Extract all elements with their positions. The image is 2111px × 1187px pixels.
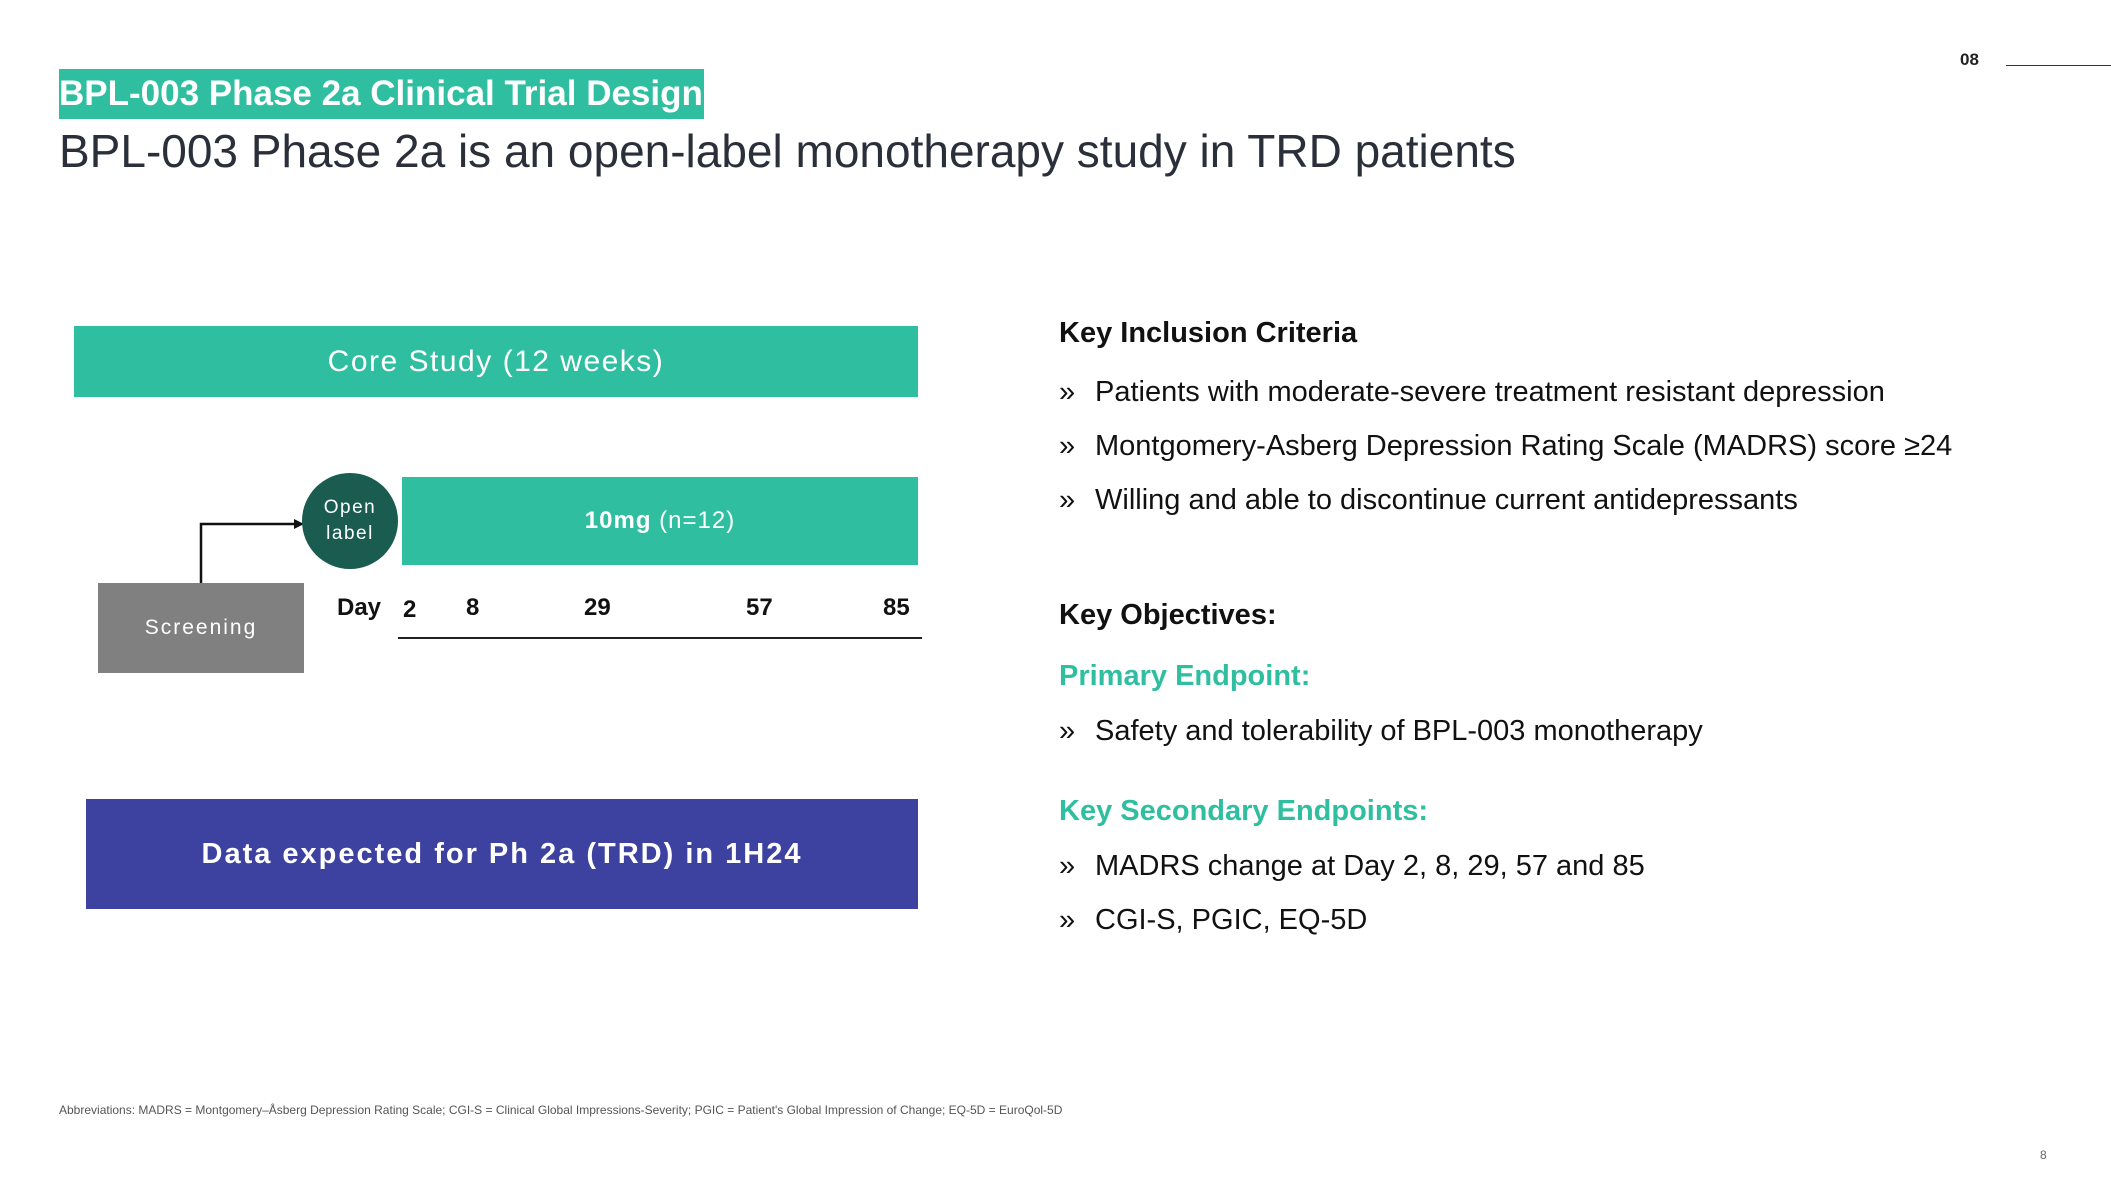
inclusion-item: » Willing and able to discontinue current… xyxy=(1059,484,1798,516)
inclusion-item: » Montgomery-Asberg Depression Rating Sca… xyxy=(1059,430,1953,462)
day-tick: 29 xyxy=(584,594,611,621)
data-expected-bar: Data expected for Ph 2a (TRD) in 1H24 xyxy=(86,799,918,909)
inclusion-heading: Key Inclusion Criteria xyxy=(1059,317,1358,349)
bullet-glyph: » xyxy=(1059,376,1076,408)
dose-arm-bar: 10mg (n=12) xyxy=(402,477,918,565)
bullet-glyph: » xyxy=(1059,850,1076,882)
day-axis-label: Day xyxy=(337,594,382,621)
day-tick: 2 xyxy=(403,596,417,623)
open-label-line1: Open xyxy=(323,497,377,518)
secondary-endpoint-item: » CGI-S, PGIC, EQ-5D xyxy=(1059,904,1368,936)
day-tick: 57 xyxy=(746,594,773,621)
primary-endpoint-heading: Primary Endpoint: xyxy=(1059,660,1311,692)
dose-sample-size: (n=12) xyxy=(651,507,736,534)
day-tick: 85 xyxy=(883,594,910,621)
open-label-line2: label xyxy=(326,523,374,544)
open-label-circle: Open label xyxy=(302,473,398,569)
primary-endpoint-item: » Safety and tolerability of BPL-003 mono… xyxy=(1059,715,1703,747)
bullet-glyph: » xyxy=(1059,904,1076,936)
bullet-glyph: » xyxy=(1059,484,1076,516)
footer-page-number: 8 xyxy=(2040,1148,2047,1162)
day-tick: 8 xyxy=(466,594,480,621)
inclusion-item: » Patients with moderate-severe treatment… xyxy=(1059,376,1885,408)
core-study-bar: Core Study (12 weeks) xyxy=(74,326,918,397)
bullet-glyph: » xyxy=(1059,715,1076,747)
section-tag: BPL-003 Phase 2a Clinical Trial Design xyxy=(59,69,704,119)
page-number-rule xyxy=(2006,65,2111,66)
secondary-endpoint-item: » MADRS change at Day 2, 8, 29, 57 and 85 xyxy=(1059,850,1645,882)
bullet-glyph: » xyxy=(1059,430,1076,462)
screening-box: Screening xyxy=(98,583,304,673)
page-number: 08 xyxy=(1960,50,1979,69)
timeline-axis xyxy=(398,637,922,639)
dose-amount: 10mg xyxy=(584,507,652,534)
abbreviations-footnote: Abbreviations: MADRS = Montgomery–Åsberg… xyxy=(59,1103,1063,1117)
objectives-heading: Key Objectives: xyxy=(1059,599,1277,631)
secondary-endpoints-heading: Key Secondary Endpoints: xyxy=(1059,795,1429,827)
page-title: BPL-003 Phase 2a is an open-label monoth… xyxy=(59,125,1516,177)
